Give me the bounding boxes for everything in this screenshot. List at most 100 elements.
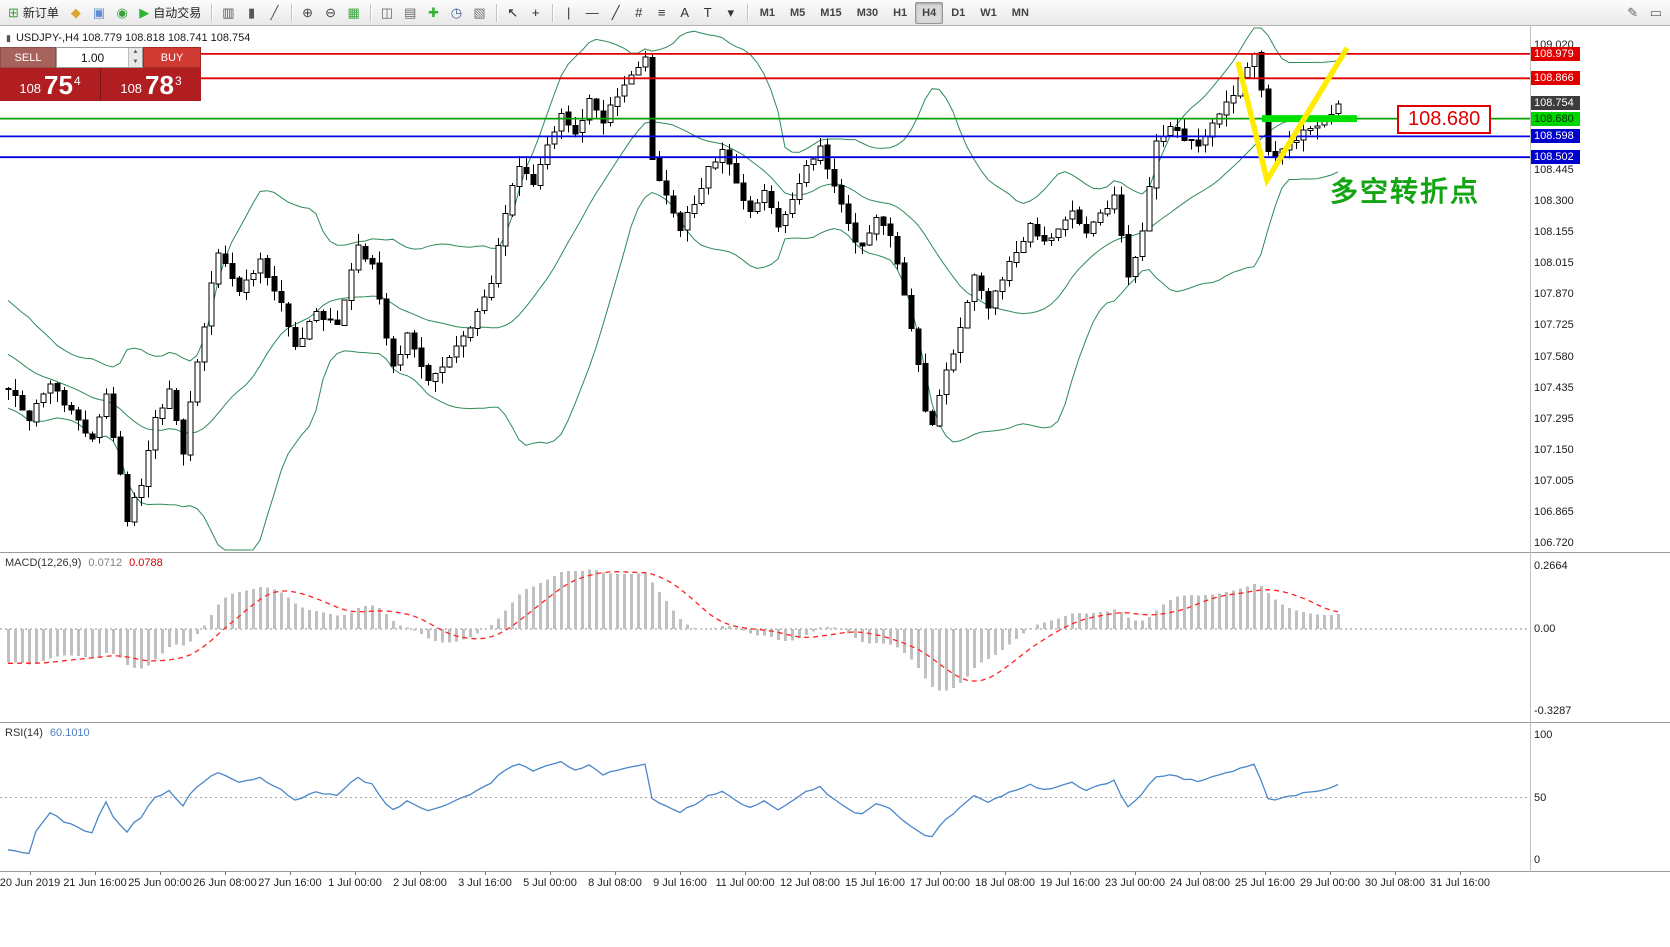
timeframe-m15[interactable]: M15 — [813, 2, 848, 24]
time-axis-label: 9 Jul 16:00 — [653, 877, 707, 889]
tile-windows-button[interactable]: ◫ — [376, 2, 398, 24]
volume-input[interactable] — [57, 48, 128, 67]
price-axis-label: 108.445 — [1534, 163, 1574, 176]
diamond-icon: ◆ — [70, 5, 81, 20]
charts-window-button[interactable]: ▣ — [88, 2, 110, 24]
volume-down-button[interactable]: ▼ — [128, 57, 142, 67]
fibonacci-button[interactable]: ≡ — [651, 2, 673, 24]
period-button[interactable]: ◷ — [445, 2, 467, 24]
crosshair-button[interactable]: + — [525, 2, 547, 24]
autotrading-button[interactable]: ▶ 自动交易 — [134, 2, 206, 24]
rsi-indicator-label: RSI(14) 60.1010 — [5, 727, 90, 739]
price-text-label-object[interactable]: 108.680 — [1397, 105, 1492, 134]
cascade-windows-button[interactable]: ▤ — [399, 2, 421, 24]
timeframe-m15-label: M15 — [820, 6, 842, 19]
new-order-button[interactable]: ⊞ 新订单 — [3, 2, 64, 24]
template-icon: ▧ — [473, 5, 486, 20]
rsi-line — [7, 760, 1339, 855]
time-axis-label: 5 Jul 00:00 — [523, 877, 577, 889]
horizontal-level-lines[interactable] — [0, 52, 1530, 159]
price-axis-tag: 108.680 — [1531, 111, 1580, 126]
timeframe-h1[interactable]: H1 — [886, 2, 914, 24]
buy-price-prefix: 108 — [120, 81, 143, 96]
line-chart-button[interactable]: ╱ — [264, 2, 286, 24]
zoom-out-icon: ⊖ — [325, 5, 336, 20]
plus-icon: ✚ — [427, 5, 439, 20]
template-button[interactable]: ▧ — [468, 2, 490, 24]
annotation-text-object[interactable]: 多空转折点 — [1330, 176, 1481, 207]
yellow-v-drawing-object[interactable] — [1235, 46, 1350, 188]
price-axis-label: 108.015 — [1534, 256, 1574, 269]
timeframe-w1-label: W1 — [980, 6, 997, 19]
price-axis-label: 107.005 — [1534, 475, 1574, 488]
profile-button[interactable]: ◉ — [111, 2, 133, 24]
timeframe-m1[interactable]: M1 — [753, 2, 782, 24]
rsi-scale-label: 50 — [1534, 791, 1547, 804]
price-axis-label: 107.580 — [1534, 350, 1574, 363]
macd-scale-label: 0.2664 — [1534, 560, 1568, 572]
timeframe-mn[interactable]: MN — [1005, 2, 1036, 24]
label-button[interactable]: T — [697, 2, 719, 24]
time-axis-label: 18 Jul 08:00 — [975, 877, 1035, 889]
time-axis-label: 3 Jul 16:00 — [458, 877, 512, 889]
timeframe-w1[interactable]: W1 — [973, 2, 1004, 24]
horizontal-line-button[interactable]: — — [581, 2, 604, 24]
time-axis-label: 29 Jul 00:00 — [1300, 877, 1360, 889]
chart-canvas[interactable] — [0, 26, 1670, 947]
macd-signal-line — [8, 571, 1339, 682]
cursor-icon: ↖ — [507, 5, 519, 20]
time-axis-label: 30 Jul 08:00 — [1365, 877, 1425, 889]
buy-price-display[interactable]: 108 78 3 — [100, 68, 201, 101]
shapes-button[interactable]: ▾ — [720, 2, 742, 24]
channel-button[interactable]: # — [628, 2, 650, 24]
clock-icon: ◷ — [450, 5, 463, 20]
time-axis-label: 12 Jul 08:00 — [780, 877, 840, 889]
time-axis-label: 1 Jul 00:00 — [328, 877, 382, 889]
horizontal-line-icon: — — [585, 5, 599, 20]
window-button[interactable]: ▭ — [1645, 2, 1667, 24]
timeframe-m30[interactable]: M30 — [850, 2, 885, 24]
time-axis-label: 17 Jul 00:00 — [910, 877, 970, 889]
buy-price-sup: 3 — [174, 74, 182, 88]
timeframe-m5[interactable]: M5 — [783, 2, 812, 24]
sell-price-display[interactable]: 108 75 4 — [0, 68, 100, 101]
rsi-scale-label: 100 — [1534, 729, 1553, 741]
macd-signal-value: 0.0788 — [129, 557, 163, 569]
trendline-button[interactable]: ╱ — [605, 2, 627, 24]
candlestick-button[interactable]: ▮ — [241, 2, 263, 24]
new-chart-button[interactable]: ✚ — [422, 2, 444, 24]
pencil-button[interactable]: ✎ — [1622, 2, 1644, 24]
buy-button[interactable]: BUY — [143, 47, 201, 68]
vertical-line-button[interactable]: | — [558, 2, 580, 24]
line-chart-icon: ╱ — [270, 5, 279, 20]
metaquotes-button[interactable]: ◆ — [65, 2, 87, 24]
timeframe-m30-label: M30 — [856, 6, 879, 19]
toolbar-separator — [495, 3, 497, 22]
grid-button[interactable]: ▦ — [343, 2, 365, 24]
zoom-in-icon: ⊕ — [302, 5, 313, 20]
time-axis-label: 2 Jul 08:00 — [393, 877, 447, 889]
grid-icon: ▦ — [347, 5, 360, 20]
sell-price-sup: 4 — [73, 74, 81, 88]
timeframe-h4[interactable]: H4 — [915, 1, 944, 24]
new-order-icon: ⊞ — [8, 5, 19, 20]
timeframe-mn-label: MN — [1011, 6, 1029, 19]
bar-chart-button[interactable]: ▥ — [217, 2, 239, 24]
timeframe-d1[interactable]: D1 — [944, 2, 972, 24]
timeframe-m5-label: M5 — [790, 6, 806, 19]
zoom-out-button[interactable]: ⊖ — [320, 2, 342, 24]
sell-button[interactable]: SELL — [0, 47, 56, 68]
macd-scale-label: 0.00 — [1534, 623, 1556, 635]
symbol-ohlc-text: USDJPY-,H4 108.779 108.818 108.741 108.7… — [15, 32, 251, 44]
timeframe-h1-label: H1 — [893, 6, 908, 19]
price-axis-label: 108.155 — [1534, 226, 1574, 239]
toolbar-separator — [211, 3, 213, 22]
cursor-button[interactable]: ↖ — [502, 2, 524, 24]
profile-icon: ◉ — [116, 5, 128, 20]
text-button[interactable]: A — [674, 2, 696, 24]
zoom-in-button[interactable]: ⊕ — [297, 2, 319, 24]
volume-up-button[interactable]: ▲ — [128, 48, 142, 58]
price-axis-label: 106.720 — [1534, 537, 1574, 549]
symbol-header: ▮ USDJPY-,H4 108.779 108.818 108.741 108… — [6, 32, 250, 44]
